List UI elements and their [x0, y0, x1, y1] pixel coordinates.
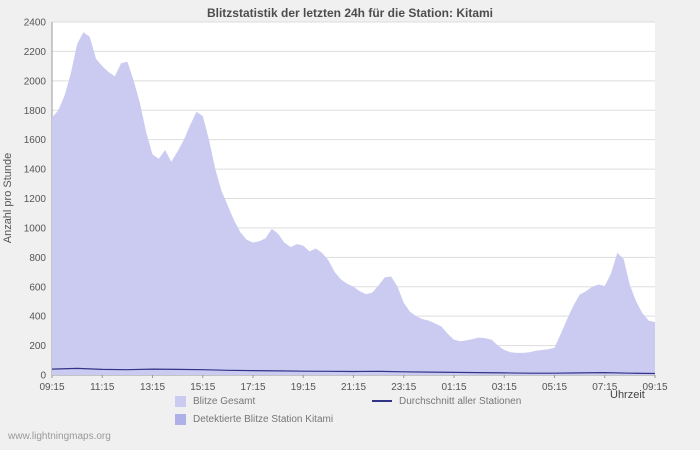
svg-text:800: 800 — [29, 253, 46, 264]
svg-text:1400: 1400 — [24, 165, 47, 176]
line-swatch-icon — [372, 400, 392, 402]
svg-text:07:15: 07:15 — [592, 382, 617, 393]
svg-text:23:15: 23:15 — [391, 382, 416, 393]
legend-item-blitze-gesamt: Blitze Gesamt — [175, 394, 333, 408]
svg-text:0: 0 — [40, 371, 46, 382]
legend-label: Durchschnitt aller Stationen — [399, 395, 522, 407]
svg-text:2400: 2400 — [24, 18, 47, 29]
svg-text:1200: 1200 — [24, 194, 47, 205]
svg-text:19:15: 19:15 — [291, 382, 316, 393]
legend-label: Blitze Gesamt — [193, 395, 256, 407]
x-axis-label: Uhrzeit — [610, 389, 645, 401]
svg-text:1600: 1600 — [24, 135, 47, 146]
legend-item-detektierte-blitze: Detektierte Blitze Station Kitami — [175, 412, 333, 426]
svg-text:15:15: 15:15 — [190, 382, 215, 393]
svg-text:01:15: 01:15 — [441, 382, 466, 393]
svg-text:13:15: 13:15 — [140, 382, 165, 393]
svg-text:17:15: 17:15 — [240, 382, 265, 393]
legend-label: Detektierte Blitze Station Kitami — [193, 413, 334, 425]
svg-text:09:15: 09:15 — [39, 382, 64, 393]
svg-text:03:15: 03:15 — [492, 382, 517, 393]
svg-text:11:15: 11:15 — [90, 382, 115, 393]
svg-text:600: 600 — [29, 282, 46, 293]
svg-text:1000: 1000 — [24, 223, 47, 234]
svg-text:2200: 2200 — [24, 47, 47, 58]
svg-text:05:15: 05:15 — [542, 382, 567, 393]
svg-text:1800: 1800 — [24, 106, 47, 117]
area-swatch-icon — [175, 413, 186, 425]
svg-text:21:15: 21:15 — [341, 382, 366, 393]
svg-text:2000: 2000 — [24, 76, 47, 87]
legend-item-durchschnitt: Durchschnitt aller Stationen — [372, 394, 521, 408]
chart-title: Blitzstatistik der letzten 24h für die S… — [206, 6, 494, 20]
svg-text:200: 200 — [29, 341, 46, 352]
legend-column-left: Blitze Gesamt Detektierte Blitze Station… — [175, 394, 333, 426]
svg-text:09:15: 09:15 — [642, 382, 667, 393]
watermark: www.lightningmaps.org — [8, 431, 111, 442]
legend-column-right: Durchschnitt aller Stationen — [372, 394, 521, 408]
area-swatch-icon — [175, 395, 186, 407]
svg-text:400: 400 — [29, 312, 46, 323]
